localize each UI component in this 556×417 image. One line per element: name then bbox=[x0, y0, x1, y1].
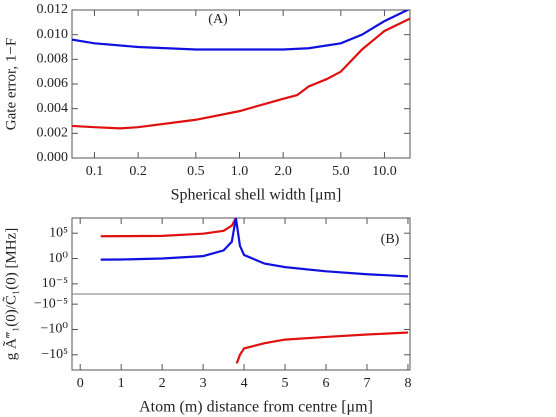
x-tick-label: 2.0 bbox=[274, 164, 292, 179]
x-tick-label: 8 bbox=[404, 376, 411, 391]
x-tick-label: 0 bbox=[77, 376, 84, 391]
x-tick-label: 4 bbox=[241, 376, 248, 391]
y-tick-label: 10⁻⁵ bbox=[42, 276, 68, 291]
y-tick-label: −10⁻⁵ bbox=[34, 296, 68, 311]
y-axis-label: Gate error, 1−F bbox=[3, 38, 19, 130]
x-tick-label: 0.5 bbox=[187, 164, 205, 179]
series-line bbox=[72, 17, 410, 130]
panel-annotation: (A) bbox=[208, 12, 228, 27]
panel-annotation: (B) bbox=[381, 232, 400, 247]
y-tick-label: 10⁵ bbox=[49, 225, 68, 240]
y-tick-label: 0.004 bbox=[37, 101, 69, 116]
x-tick-label: 7 bbox=[363, 376, 370, 391]
y-tick-label: 0.000 bbox=[37, 150, 69, 165]
series-line bbox=[100, 218, 237, 238]
y-tick-label: −10⁵ bbox=[41, 347, 68, 362]
series-line bbox=[100, 218, 409, 278]
x-tick-label: 5 bbox=[282, 376, 289, 391]
x-tick-label: 0.1 bbox=[86, 164, 104, 179]
x-tick-label: 2 bbox=[159, 376, 166, 391]
y-tick-label: 0.012 bbox=[37, 2, 69, 17]
x-tick-label: 1 bbox=[118, 376, 125, 391]
y-tick-label: 0.006 bbox=[37, 76, 69, 91]
x-tick-label: 6 bbox=[323, 376, 330, 391]
x-tick-label: 1.0 bbox=[231, 164, 249, 179]
series-line bbox=[72, 10, 410, 51]
plot-frame bbox=[71, 9, 411, 159]
y-tick-label: 0.008 bbox=[37, 52, 69, 67]
y-tick-label: 10⁰ bbox=[48, 251, 68, 266]
x-tick-label: 10.0 bbox=[372, 164, 397, 179]
y-axis-label: g Ã‴₁(0)/C̃₁(0) [MHz] bbox=[2, 228, 19, 361]
y-tick-label: 0.002 bbox=[37, 126, 69, 141]
series-line bbox=[235, 331, 409, 364]
x-axis-label: Spherical shell width [μm] bbox=[171, 187, 342, 204]
x-tick-label: 0.2 bbox=[129, 164, 147, 179]
x-tick-label: 5.0 bbox=[332, 164, 350, 179]
y-tick-label: 0.010 bbox=[37, 27, 69, 42]
y-tick-label: −10⁰ bbox=[40, 322, 68, 337]
x-axis-label: Atom (m) distance from centre [μm] bbox=[139, 399, 373, 416]
x-tick-label: 3 bbox=[200, 376, 207, 391]
